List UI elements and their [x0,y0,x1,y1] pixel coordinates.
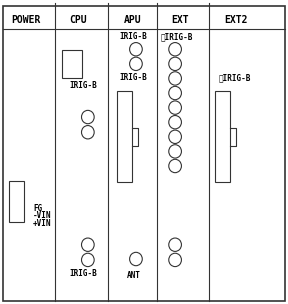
Text: EXT: EXT [171,15,189,25]
Text: -VIN: -VIN [33,211,52,220]
Text: IRIG-B: IRIG-B [70,269,97,278]
Bar [62,50,82,78]
Circle shape [82,110,94,124]
Circle shape [169,86,181,100]
Text: IRIG-B: IRIG-B [120,32,147,41]
Text: CPU: CPU [69,15,87,25]
Circle shape [82,253,94,267]
Circle shape [169,145,181,158]
Bar [215,91,230,182]
Circle shape [130,57,142,71]
Circle shape [169,238,181,251]
Circle shape [169,43,181,56]
Bar [9,181,24,222]
Circle shape [82,238,94,251]
Text: POWER: POWER [11,15,41,25]
Circle shape [130,43,142,56]
Circle shape [169,159,181,173]
Circle shape [82,126,94,139]
Text: APU: APU [124,15,141,25]
Text: IRIG-B: IRIG-B [120,73,147,82]
Text: +VIN: +VIN [33,219,52,228]
Circle shape [169,57,181,71]
Text: EXT2: EXT2 [224,15,248,25]
Circle shape [169,130,181,143]
Circle shape [169,253,181,267]
Circle shape [169,116,181,129]
Text: 光IRIG-B: 光IRIG-B [161,32,193,41]
Text: 电IRIG-B: 电IRIG-B [219,73,251,82]
Circle shape [169,101,181,114]
Circle shape [130,252,142,266]
Circle shape [169,72,181,85]
Text: ANT: ANT [126,271,140,280]
Bar [117,91,132,182]
Text: IRIG-B: IRIG-B [70,81,97,90]
Text: FG: FG [33,204,42,213]
